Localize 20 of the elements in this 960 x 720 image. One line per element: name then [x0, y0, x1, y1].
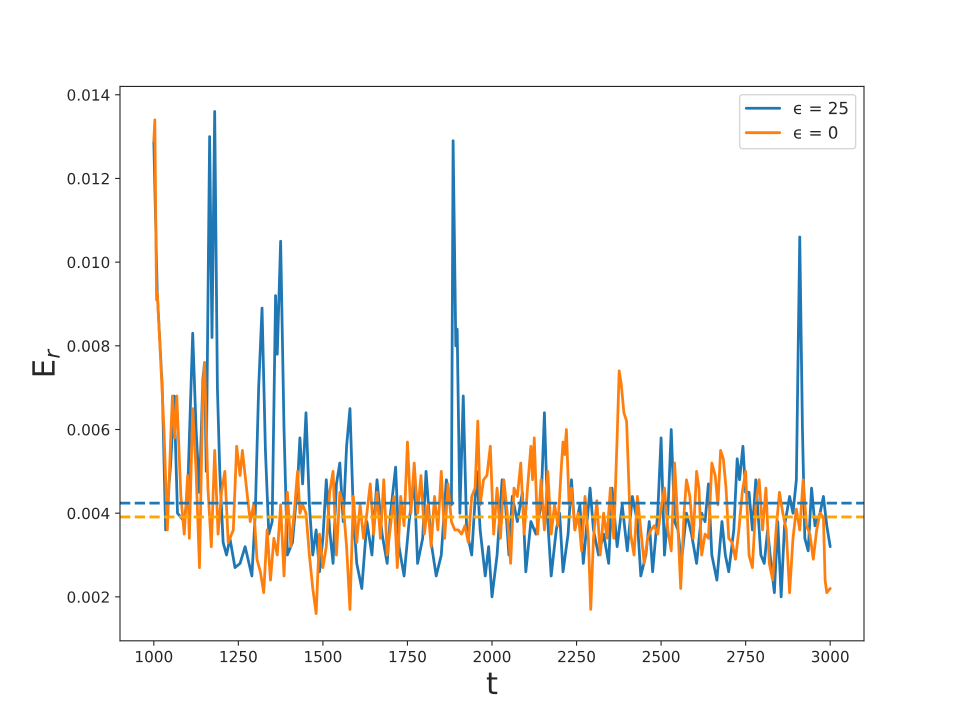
x-tick-label: 1750 — [390, 650, 426, 662]
y-tick-label: 0.004 — [68, 508, 110, 520]
y-tick-label: 0.012 — [68, 172, 109, 184]
x-tick-label: 1000 — [136, 650, 172, 662]
x-tick-label: 2000 — [474, 650, 510, 662]
legend-label: ϵ = 25 — [794, 102, 848, 114]
x-axis-title: t — [486, 672, 498, 694]
y-tick-label: 0.008 — [68, 340, 110, 352]
x-tick-label: 2500 — [642, 650, 680, 662]
y-tick-label: 0.006 — [68, 424, 110, 436]
y-axis-title: E$_{r}$ — [32, 348, 60, 376]
y-tick-label: 0.010 — [68, 256, 110, 268]
legend-label: ϵ = 0 — [794, 126, 838, 139]
x-tick-label: 2750 — [727, 650, 764, 662]
x-tick-label: 1250 — [220, 650, 257, 662]
x-tick-label: 3000 — [812, 650, 849, 662]
x-tick-label: 1500 — [305, 650, 342, 662]
y-tick-label: 0.002 — [68, 591, 109, 603]
x-tick-label: 2250 — [558, 650, 595, 662]
y-tick-label: 0.014 — [68, 89, 110, 101]
